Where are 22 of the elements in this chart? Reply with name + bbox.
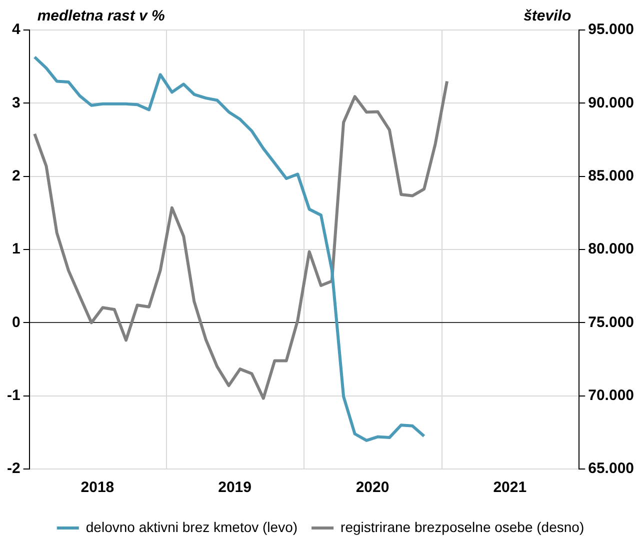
x-tick-label: 2019: [218, 479, 252, 496]
y2-tick-label: 65.000: [588, 460, 634, 478]
y2-tick-label: 80.000: [588, 240, 634, 258]
y2-tick-label: 85.000: [588, 167, 634, 184]
y-tick-label: 1: [12, 240, 20, 258]
x-tick-label: 2021: [493, 479, 527, 496]
y2-tick-label: 95.000: [588, 21, 634, 38]
y-tick-label: 4: [12, 21, 21, 38]
legend-label: delovno aktivni brez kmetov (levo): [86, 518, 298, 535]
y-tick-label: 3: [12, 94, 20, 112]
y2-axis-title: število: [524, 8, 572, 25]
y-axis-title: medletna rast v %: [37, 8, 165, 25]
x-tick-label: 2020: [356, 479, 390, 496]
y2-tick-label: 75.000: [588, 314, 634, 331]
y-tick-label: 2: [12, 167, 20, 184]
y2-tick-label: 90.000: [588, 94, 634, 112]
legend-label: registrirane brezposelne osebe (desno): [340, 518, 584, 535]
y2-tick-label: 70.000: [588, 386, 634, 404]
y-tick-label: -1: [6, 386, 20, 404]
y-tick-label: 0: [12, 314, 20, 331]
x-tick-label: 2018: [80, 479, 114, 496]
y-tick-label: -2: [6, 460, 20, 478]
